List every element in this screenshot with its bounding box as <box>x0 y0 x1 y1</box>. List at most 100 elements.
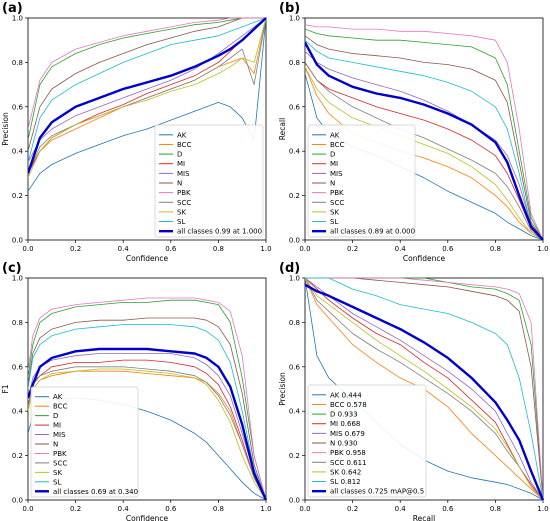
legend-label-sk: SK <box>177 208 186 216</box>
y-tick-label: 0.6 <box>12 363 24 371</box>
series-line-pbk <box>28 297 267 501</box>
legend-label-mi: MI 0.668 <box>330 420 360 428</box>
legend-label-scc: SCC <box>177 199 191 207</box>
y-tick-label: 0.6 <box>289 363 301 371</box>
y-tick-label: 0.4 <box>12 148 24 156</box>
legend-box <box>154 124 264 238</box>
y-tick-label: 0.6 <box>289 103 301 111</box>
panel-letter: (c) <box>2 261 22 276</box>
legend-box <box>30 386 139 498</box>
legend-label-n: N <box>330 180 335 188</box>
legend-label-mis: MIS <box>53 431 66 439</box>
series-line-mis <box>28 17 267 163</box>
panel-b: 0.0 0.2 0.4 0.6 0.8 1.0 0.0 0.2 0.4 0.6 0.8 1.0 Conf… <box>278 1 549 263</box>
legend-label-sl: SL <box>177 218 185 226</box>
x-tick-label: 0.4 <box>118 245 130 253</box>
y-tick-label: 1.0 <box>12 15 23 23</box>
series-line-d <box>305 28 544 241</box>
series-line-sl <box>28 17 267 163</box>
x-tick-label: 0.6 <box>165 245 177 253</box>
legend-label-n: N 0.930 <box>330 440 358 448</box>
series-lines <box>305 24 544 241</box>
series-line-n <box>305 35 544 241</box>
series-line-mis <box>305 51 544 241</box>
panel-d: 0.0 0.2 0.4 0.6 0.8 1.0 0.0 0.2 0.4 0.6 0.8 1.0 Reca… <box>278 261 549 521</box>
legend-label-bcc: BCC <box>330 141 345 149</box>
x-tick-label: 0.8 <box>213 245 224 253</box>
y-tick-label: 0.4 <box>289 148 301 156</box>
series-line-bcc <box>305 66 544 241</box>
x-tick-label: 1.0 <box>260 505 271 513</box>
series-lines <box>28 17 267 192</box>
x-tick-label: 0.4 <box>395 245 407 253</box>
x-tick-label: 1.0 <box>260 245 271 253</box>
panel-c: 0.0 0.2 0.4 0.6 0.8 1.0 0.0 0.2 0.4 0.6 0.8 1.0 Conf… <box>1 261 272 521</box>
x-axis-label: Confidence <box>403 254 446 263</box>
x-tick-label: 0.4 <box>395 505 407 513</box>
legend-label-pbk: PBK <box>53 450 67 458</box>
series-line-n <box>28 17 266 152</box>
x-tick-label: 0.4 <box>118 505 130 513</box>
legend-label-d: D <box>53 412 58 420</box>
panel-a: 0.0 0.2 0.4 0.6 0.8 1.0 0.0 0.2 0.4 0.6 0.8 1.0 Conf… <box>1 1 272 263</box>
y-tick-label: 0.2 <box>289 192 300 200</box>
series-line-all <box>305 283 544 501</box>
legend-label-sl: SL <box>53 478 61 486</box>
y-tick-label: 0.6 <box>12 103 24 111</box>
y-tick-label: 0.0 <box>12 497 23 505</box>
legend-label-mis: MIS <box>177 170 190 178</box>
series-line-sl <box>28 324 267 501</box>
x-axis-label: Confidence <box>126 254 169 263</box>
x-tick-label: 0.2 <box>347 245 358 253</box>
legend-label-mis: MIS 0.679 <box>330 430 365 438</box>
series-line-all <box>28 347 267 501</box>
x-tick-label: 1.0 <box>537 505 548 513</box>
x-tick-label: 0.2 <box>70 245 81 253</box>
series-line-pbk <box>305 24 544 241</box>
legend-label-all: all classes 0.69 at 0.340 <box>53 488 138 496</box>
series-line-scc <box>305 62 544 241</box>
legend-label-d: D <box>330 151 335 159</box>
legend-label-sk: SK <box>53 469 62 477</box>
y-tick-label: 0.2 <box>12 452 23 460</box>
legend-label-mi: MI <box>53 422 61 430</box>
series-lines <box>28 297 267 501</box>
legend-label-d: D <box>177 151 182 159</box>
y-axis-label: Recall <box>278 118 287 140</box>
legend-label-ak: AK <box>177 131 187 139</box>
series-line-sk <box>28 368 267 501</box>
panel-letter: (a) <box>2 1 23 16</box>
x-tick-label: 0.2 <box>347 505 358 513</box>
legend-label-sk: SK <box>330 208 339 216</box>
legend-label-d: D 0.933 <box>330 411 358 419</box>
series-line-all <box>305 41 544 241</box>
legend-label-pbk: PBK 0.958 <box>330 449 366 457</box>
series-line-n <box>28 317 267 501</box>
y-tick-label: 0.4 <box>12 408 24 416</box>
x-tick-label: 0.8 <box>490 505 501 513</box>
legend-label-mis: MIS <box>330 170 343 178</box>
series-line-d <box>28 299 267 501</box>
legend-label-bcc: BCC <box>53 403 68 411</box>
legend-label-scc: SCC <box>330 199 344 207</box>
y-tick-label: 0.0 <box>12 237 23 245</box>
y-tick-label: 0.2 <box>289 452 300 460</box>
legend-label-all: all classes 0.89 at 0.000 <box>330 228 415 236</box>
legend-label-ak: AK 0.444 <box>330 391 362 399</box>
x-tick-label: 0.6 <box>442 245 454 253</box>
series-line-bcc <box>28 370 267 501</box>
x-axis-label: Confidence <box>126 514 169 521</box>
legend-label-ak: AK <box>330 131 340 139</box>
legend-label-n: N <box>177 180 182 188</box>
legend-box <box>307 124 416 238</box>
series-line-pbk <box>305 277 544 501</box>
y-tick-label: 0.8 <box>12 59 23 67</box>
x-axis-label: Recall <box>413 514 435 521</box>
legend-label-bcc: BCC 0.578 <box>330 401 367 409</box>
series-line-sl <box>305 277 544 501</box>
series-line-mi <box>305 62 544 241</box>
legend-label-all: all classes 0.99 at 1.000 <box>177 228 262 236</box>
